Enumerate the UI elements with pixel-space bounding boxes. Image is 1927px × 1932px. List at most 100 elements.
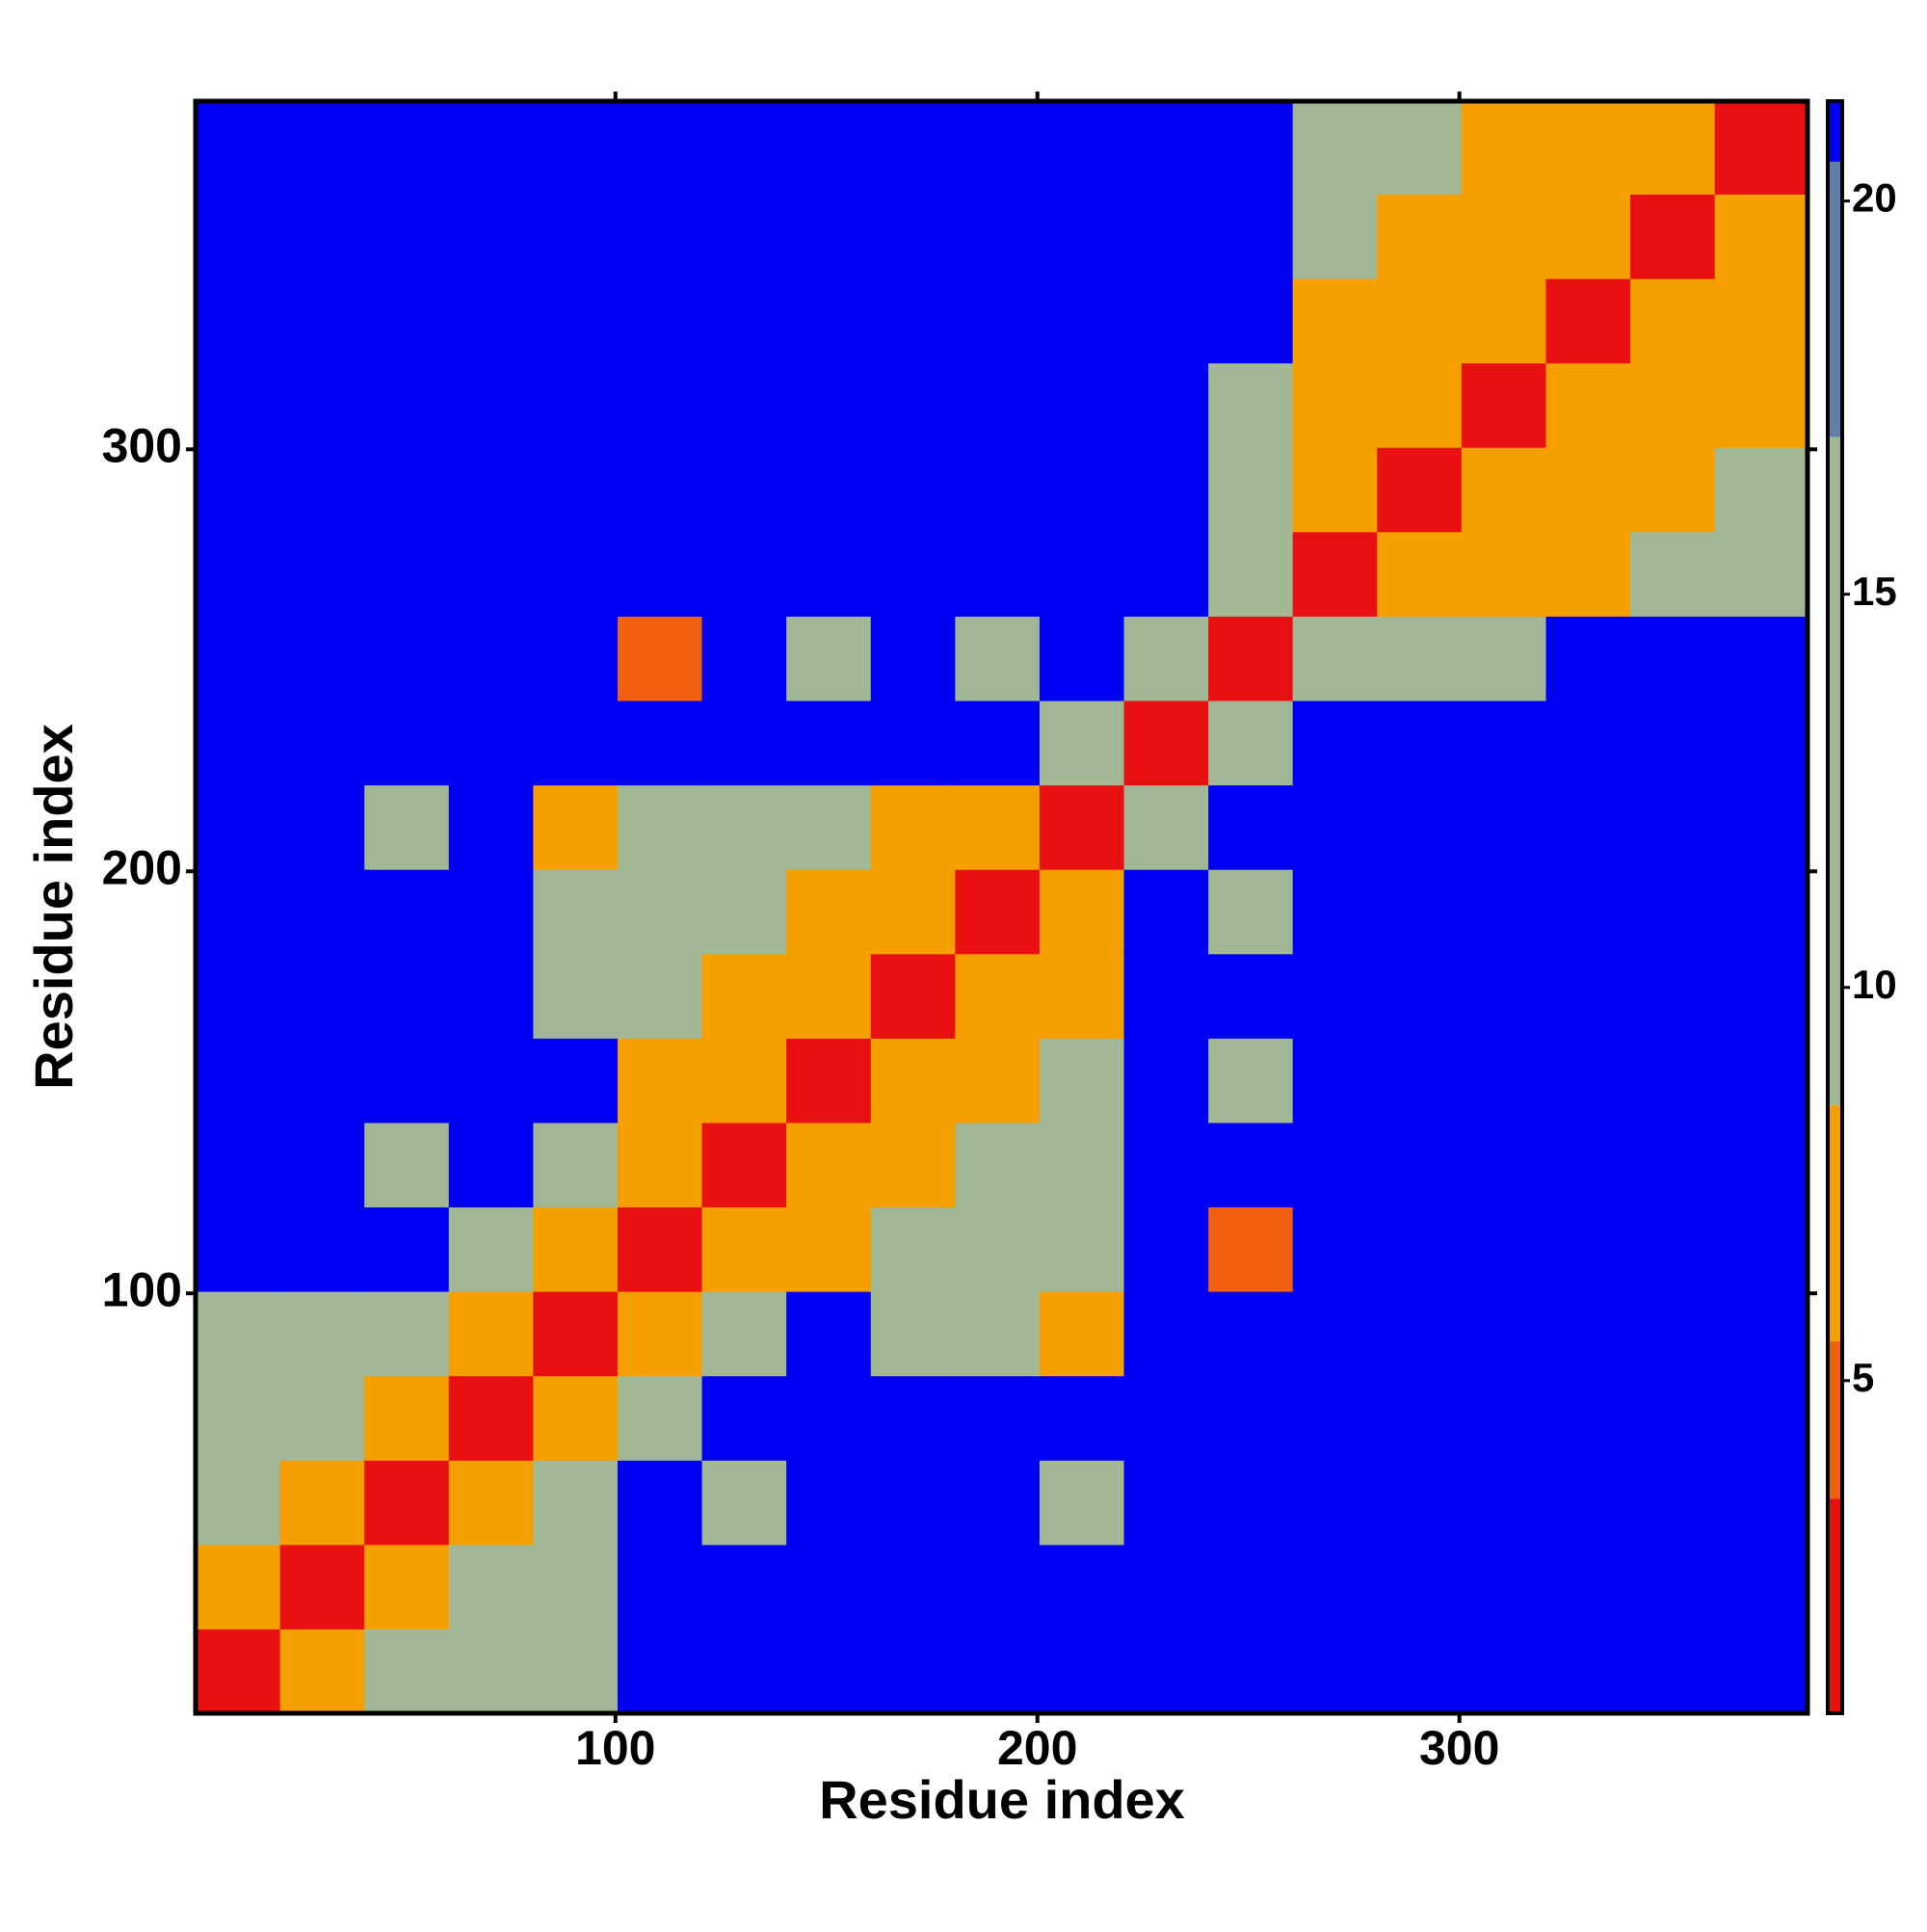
heatmap-cell — [1714, 616, 1808, 701]
heatmap-cell — [1461, 194, 1547, 279]
heatmap-cell — [1545, 447, 1631, 533]
heatmap-cell — [786, 531, 872, 617]
heatmap-cell — [279, 953, 365, 1039]
heatmap-cell — [1208, 784, 1294, 870]
heatmap-cell — [1461, 616, 1547, 701]
heatmap-cell — [786, 1375, 872, 1461]
heatmap-cell — [533, 700, 619, 786]
heatmap-cell — [701, 1628, 787, 1714]
heatmap-cell — [955, 278, 1041, 364]
heatmap-cell — [1630, 1122, 1716, 1208]
heatmap-cell — [701, 1544, 787, 1630]
heatmap-cell — [617, 1628, 703, 1714]
heatmap-cell — [617, 194, 703, 279]
heatmap-cell — [279, 447, 365, 533]
heatmap-cell — [617, 1460, 703, 1546]
heatmap-cell — [870, 953, 956, 1039]
heatmap-cell — [870, 362, 956, 448]
heatmap-cell — [1123, 194, 1209, 279]
heatmap-cell — [1545, 101, 1631, 195]
heatmap-cell — [533, 1544, 619, 1630]
heatmap-cell — [533, 447, 619, 533]
heatmap-cell — [701, 101, 787, 195]
heatmap-cell — [701, 447, 787, 533]
heatmap-cell — [617, 531, 703, 617]
heatmap-cell — [1714, 1038, 1808, 1124]
heatmap-cell — [364, 1375, 450, 1461]
heatmap-cell — [870, 194, 956, 279]
heatmap-cell — [1123, 700, 1209, 786]
heatmap-cell — [1039, 278, 1125, 364]
heatmap-cell — [364, 531, 450, 617]
heatmap-cell — [279, 700, 365, 786]
heatmap-cell — [448, 101, 534, 195]
heatmap-cell — [1039, 784, 1125, 870]
heatmap-cell — [1292, 1291, 1378, 1377]
heatmap-cell — [1208, 1206, 1294, 1292]
heatmap-cell — [448, 1206, 534, 1292]
heatmap-cell — [1123, 1038, 1209, 1124]
heatmap-cell — [1630, 278, 1716, 364]
heatmap-cell — [955, 1038, 1041, 1124]
heatmap-cell — [1377, 1206, 1463, 1292]
heatmap-cell — [448, 953, 534, 1039]
heatmap-cell — [1630, 700, 1716, 786]
heatmap-cell — [279, 1460, 365, 1546]
heatmap-cell — [279, 1544, 365, 1630]
heatmap-cell — [1292, 1628, 1378, 1714]
heatmap-cell — [1630, 447, 1716, 533]
colorbar-segment — [1828, 1340, 1842, 1499]
heatmap-cell — [364, 194, 450, 279]
heatmap-cell — [1630, 1291, 1716, 1377]
heatmap-cell — [1039, 700, 1125, 786]
heatmap-cell — [870, 1291, 956, 1377]
heatmap-cell — [1630, 1460, 1716, 1546]
heatmap-cell — [1377, 447, 1463, 533]
heatmap-cell — [870, 1038, 956, 1124]
heatmap-cell — [1714, 362, 1808, 448]
heatmap-cell — [1630, 101, 1716, 195]
x-tick-label: 300 — [1419, 1721, 1499, 1775]
heatmap-cell — [448, 447, 534, 533]
heatmap-cell — [1039, 1375, 1125, 1461]
heatmap-cell — [1461, 1375, 1547, 1461]
heatmap-cell — [1123, 101, 1209, 195]
heatmap-cell — [1630, 531, 1716, 617]
heatmap-cell — [870, 700, 956, 786]
heatmap-cell — [1461, 362, 1547, 448]
heatmap-cell — [1208, 953, 1294, 1039]
heatmap-cell — [701, 1460, 787, 1546]
heatmap-cell — [1377, 1122, 1463, 1208]
heatmap-cell — [448, 1460, 534, 1546]
heatmap-cell — [448, 1038, 534, 1124]
heatmap-cell — [617, 1544, 703, 1630]
heatmap-cell — [279, 1291, 365, 1377]
heatmap-cell — [1039, 953, 1125, 1039]
heatmap-cell — [1292, 278, 1378, 364]
heatmap-cell — [1377, 362, 1463, 448]
heatmap-cell — [533, 362, 619, 448]
heatmap-cell — [1292, 1544, 1378, 1630]
heatmap-cell — [1714, 869, 1808, 955]
heatmap-cell — [617, 1122, 703, 1208]
heatmap-cell — [955, 1206, 1041, 1292]
heatmap-cell — [1208, 1375, 1294, 1461]
heatmap-cell — [533, 1291, 619, 1377]
heatmap-cell — [701, 531, 787, 617]
heatmap-cell — [786, 1291, 872, 1377]
heatmap-cell — [786, 101, 872, 195]
heatmap-cell — [870, 1375, 956, 1461]
heatmap-cell — [196, 616, 281, 701]
heatmap-cell — [1123, 1206, 1209, 1292]
heatmap-cell — [1714, 1122, 1808, 1208]
heatmap-cell — [448, 362, 534, 448]
heatmap-cell — [1461, 531, 1547, 617]
heatmap-cell — [196, 362, 281, 448]
heatmap-cell — [1714, 1628, 1808, 1714]
heatmap-cell — [955, 531, 1041, 617]
heatmap-cell — [1039, 194, 1125, 279]
heatmap-cell — [1039, 531, 1125, 617]
heatmap-cell — [364, 1544, 450, 1630]
heatmap-cell — [279, 278, 365, 364]
heatmap-cell — [1714, 953, 1808, 1039]
